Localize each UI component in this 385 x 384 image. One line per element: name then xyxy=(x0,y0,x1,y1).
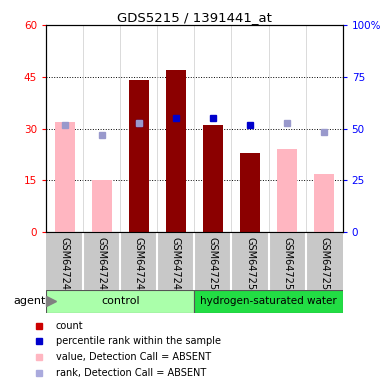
Bar xyxy=(194,290,343,313)
Text: GSM647251: GSM647251 xyxy=(245,237,255,296)
Text: hydrogen-saturated water: hydrogen-saturated water xyxy=(200,296,337,306)
Bar xyxy=(92,180,112,232)
Bar xyxy=(314,174,334,232)
Text: control: control xyxy=(101,296,140,306)
Text: GSM647247: GSM647247 xyxy=(97,237,107,296)
Bar xyxy=(277,149,297,232)
Text: rank, Detection Call = ABSENT: rank, Detection Call = ABSENT xyxy=(56,367,206,377)
Bar xyxy=(240,153,260,232)
Text: agent: agent xyxy=(14,296,46,306)
Text: count: count xyxy=(56,321,84,331)
Text: GSM647253: GSM647253 xyxy=(319,237,329,296)
Title: GDS5215 / 1391441_at: GDS5215 / 1391441_at xyxy=(117,11,272,24)
Text: GSM647249: GSM647249 xyxy=(171,237,181,296)
Bar xyxy=(46,290,194,313)
Bar xyxy=(166,70,186,232)
Text: value, Detection Call = ABSENT: value, Detection Call = ABSENT xyxy=(56,352,211,362)
Text: GSM647252: GSM647252 xyxy=(282,237,292,296)
Text: GSM647248: GSM647248 xyxy=(134,237,144,296)
Text: GSM647250: GSM647250 xyxy=(208,237,218,296)
Bar xyxy=(129,80,149,232)
Bar xyxy=(203,125,223,232)
Text: GSM647246: GSM647246 xyxy=(60,237,70,296)
Text: percentile rank within the sample: percentile rank within the sample xyxy=(56,336,221,346)
Bar xyxy=(55,122,75,232)
